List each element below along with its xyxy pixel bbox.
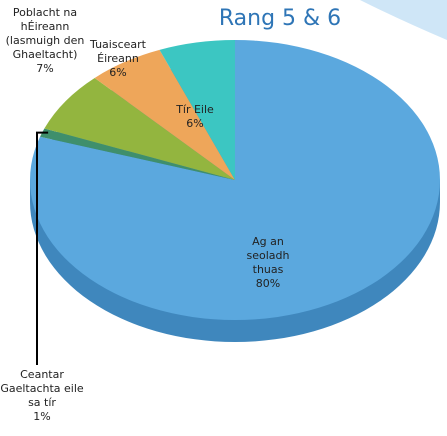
category-label: Poblacht na hÉireann (lasmuigh den Ghael… (5, 6, 85, 61)
value-label: 1% (33, 410, 51, 423)
value-label: 7% (36, 62, 54, 75)
value-label: 80% (255, 277, 281, 290)
pie-slice (44, 77, 236, 180)
slice-label: Poblacht na hÉireann (lasmuigh den Ghael… (0, 6, 91, 76)
category-label: Tír Eile (176, 103, 214, 116)
pie-slice (94, 49, 235, 180)
slice-label: Ceantar Gaeltachta eile sa tír 1% (0, 368, 84, 424)
slice-label: Tuaisceart Éireann 6% (82, 38, 154, 80)
chart-title: Rang 5 & 6 (218, 6, 342, 31)
pie-slice (40, 128, 235, 180)
value-label: 6% (186, 117, 204, 130)
category-label: Ag an seoladh thuas (246, 235, 290, 276)
leader-line (36, 131, 49, 365)
category-label: Ceantar Gaeltachta eile sa tír (0, 368, 84, 409)
decoration (360, 0, 447, 40)
pie-slice (30, 40, 441, 320)
value-label: 6% (109, 66, 127, 79)
slice-label: Ag an seoladh thuas 80% (232, 235, 304, 291)
pie-slice (159, 40, 235, 180)
category-label: Tuaisceart Éireann (90, 38, 146, 65)
slice-label: Tír Eile 6% (165, 103, 225, 131)
